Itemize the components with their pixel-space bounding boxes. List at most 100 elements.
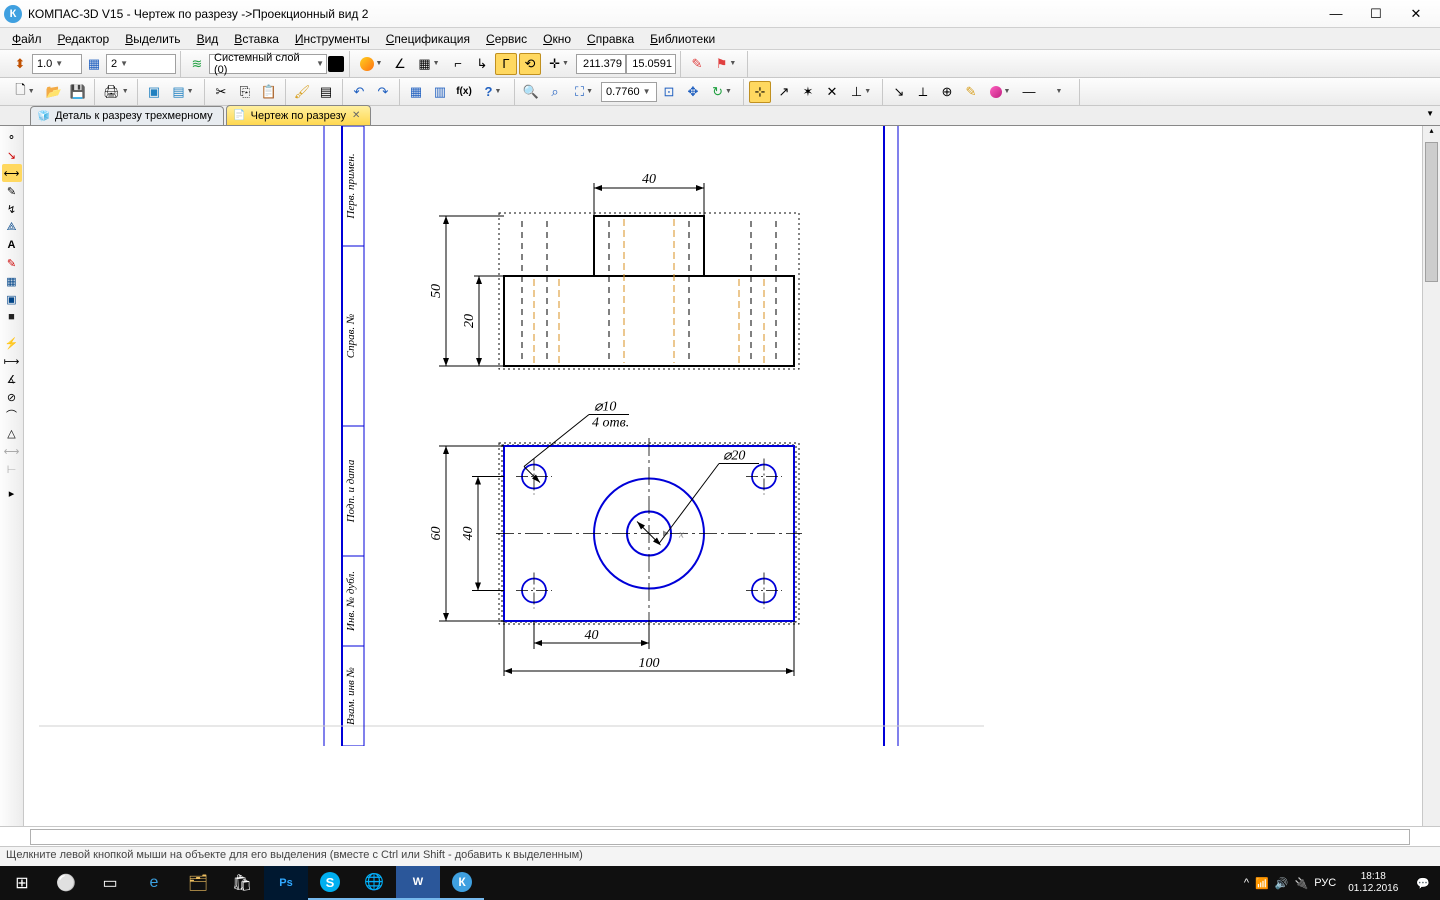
- preview-button[interactable]: ▣: [143, 81, 165, 103]
- word-icon[interactable]: W: [396, 866, 440, 900]
- explorer-icon[interactable]: 🗂: [176, 866, 220, 900]
- variables-button[interactable]: f(x): [453, 81, 475, 103]
- layer-number-combo[interactable]: 2▼: [106, 54, 176, 74]
- expand-tool[interactable]: ▸: [2, 484, 22, 502]
- dimension-tool[interactable]: ⟷: [2, 164, 22, 182]
- maximize-button[interactable]: ☐: [1356, 3, 1396, 25]
- kompas-icon[interactable]: К: [440, 866, 484, 900]
- dim-base-tool[interactable]: ⟷: [2, 442, 22, 460]
- open-button[interactable]: 📂: [43, 81, 65, 103]
- tray-power-icon[interactable]: 🔌: [1295, 877, 1309, 890]
- save-button[interactable]: 💾: [67, 81, 89, 103]
- tray-up-icon[interactable]: ^: [1244, 877, 1249, 889]
- dim-radial-tool[interactable]: ⊘: [2, 388, 22, 406]
- line-style-button[interactable]: ▼: [355, 53, 387, 75]
- menu-файл[interactable]: Файл: [4, 30, 50, 48]
- start-button[interactable]: ⊞: [0, 866, 44, 900]
- snap-tangent-button[interactable]: ⊥▼: [845, 81, 877, 103]
- dim-arc-tool[interactable]: ⌒: [2, 406, 22, 424]
- copy-button[interactable]: ⎘: [234, 81, 256, 103]
- taskview-button[interactable]: ▭: [88, 866, 132, 900]
- snap-cfg-button[interactable]: ▼: [1042, 81, 1074, 103]
- menu-выделить[interactable]: Выделить: [117, 30, 188, 48]
- properties-button[interactable]: ⚑▼: [710, 53, 742, 75]
- color-tool[interactable]: ✎: [2, 254, 22, 272]
- paste-button[interactable]: 📋: [258, 81, 280, 103]
- snap-mid-button[interactable]: ↗: [773, 81, 795, 103]
- snap-nearest-button[interactable]: ↘: [888, 81, 910, 103]
- coords-mode-button[interactable]: ✛▼: [543, 53, 575, 75]
- help-button[interactable]: ?▼: [477, 81, 509, 103]
- snap-button[interactable]: ⌐: [447, 53, 469, 75]
- snap-node-button[interactable]: ⊕: [936, 81, 958, 103]
- ortho-drawing-button[interactable]: Γ: [495, 53, 517, 75]
- pan-button[interactable]: ✥: [682, 81, 704, 103]
- measure-button[interactable]: ✎: [686, 53, 708, 75]
- new-button[interactable]: 🗋▼: [9, 81, 41, 103]
- snap-perp-button[interactable]: ⟂: [912, 81, 934, 103]
- text-tool[interactable]: ✎: [2, 182, 22, 200]
- snap-point-button[interactable]: ✎: [960, 81, 982, 103]
- menu-справка[interactable]: Справка: [579, 30, 642, 48]
- layers-button[interactable]: ≋: [186, 53, 208, 75]
- zoom-window-button[interactable]: ⌕: [544, 81, 566, 103]
- chrome-icon[interactable]: 🌐: [352, 866, 396, 900]
- zoom-in-button[interactable]: 🔍: [520, 81, 542, 103]
- table-tool[interactable]: ▦: [2, 272, 22, 290]
- dim-angle-tool[interactable]: ∡: [2, 370, 22, 388]
- dark-tool[interactable]: ■: [2, 308, 22, 326]
- ortho-button[interactable]: ∠: [389, 53, 411, 75]
- preview2-button[interactable]: ▤▼: [167, 81, 199, 103]
- coord-y-input[interactable]: [626, 54, 676, 74]
- menu-сервис[interactable]: Сервис: [478, 30, 535, 48]
- doc-tab[interactable]: 📄Чертеж по разрезу✕: [226, 105, 372, 125]
- cut-button[interactable]: ✂: [210, 81, 232, 103]
- round-button[interactable]: ⟲: [519, 53, 541, 75]
- doc-tab[interactable]: 🧊Деталь к разрезу трехмерному: [30, 106, 224, 125]
- tray-network-icon[interactable]: 📶: [1255, 877, 1269, 890]
- drawing-canvas[interactable]: Перв. примен.Справ. №Подп. и датаИнв. № …: [24, 126, 1422, 826]
- tray-clock[interactable]: 18:18 01.12.2016: [1342, 871, 1404, 895]
- geometry-tool[interactable]: ⚬: [2, 128, 22, 146]
- rebuild-button[interactable]: ↻▼: [706, 81, 738, 103]
- photoshop-icon[interactable]: Ps: [264, 866, 308, 900]
- snap-end-button[interactable]: ⊹: [749, 81, 771, 103]
- close-button[interactable]: ✕: [1396, 3, 1436, 25]
- redo-button[interactable]: ↷: [372, 81, 394, 103]
- snap-off-button[interactable]: ―: [1018, 81, 1040, 103]
- undo-button[interactable]: ↶: [348, 81, 370, 103]
- menu-спецификация[interactable]: Спецификация: [378, 30, 478, 48]
- coord-x-input[interactable]: [576, 54, 626, 74]
- print-button[interactable]: 🖨▼: [100, 81, 132, 103]
- symbol-tool[interactable]: ⟁: [2, 218, 22, 236]
- skype-icon[interactable]: S: [308, 866, 352, 900]
- grid-button[interactable]: ▦▼: [413, 53, 445, 75]
- zoom-fit-button[interactable]: ⛶▼: [568, 81, 600, 103]
- menu-инструменты[interactable]: Инструменты: [287, 30, 378, 48]
- layer-name-combo[interactable]: Системный слой (0)▼: [209, 54, 327, 74]
- tray-lang[interactable]: РУС: [1314, 877, 1336, 889]
- menu-библиотеки[interactable]: Библиотеки: [642, 30, 723, 48]
- edit-tool[interactable]: ↯: [2, 200, 22, 218]
- search-button[interactable]: ⚪: [44, 866, 88, 900]
- minimize-button[interactable]: ―: [1316, 3, 1356, 25]
- menu-окно[interactable]: Окно: [535, 30, 579, 48]
- zoom-all-button[interactable]: ⊡: [658, 81, 680, 103]
- tray-notifications-icon[interactable]: 💬: [1410, 877, 1436, 890]
- store-icon[interactable]: 🛍: [220, 866, 264, 900]
- local-cs-button[interactable]: ↳: [471, 53, 493, 75]
- library-button[interactable]: ▥: [429, 81, 451, 103]
- brush-button[interactable]: 🖌: [291, 81, 313, 103]
- menu-редактор[interactable]: Редактор: [50, 30, 118, 48]
- view-tool[interactable]: ▣: [2, 290, 22, 308]
- scrollbar-thumb[interactable]: [1425, 142, 1438, 282]
- dim-linear-tool[interactable]: ⟼: [2, 352, 22, 370]
- layer-color-button[interactable]: [328, 56, 344, 72]
- snap-grid-button[interactable]: ▼: [984, 81, 1016, 103]
- current-style-button[interactable]: ⬍: [9, 53, 31, 75]
- menu-вставка[interactable]: Вставка: [226, 30, 287, 48]
- props-button[interactable]: ▤: [315, 81, 337, 103]
- tray-volume-icon[interactable]: 🔊: [1275, 877, 1289, 890]
- a-tool[interactable]: A: [2, 236, 22, 254]
- snap-intersect-button[interactable]: ✕: [821, 81, 843, 103]
